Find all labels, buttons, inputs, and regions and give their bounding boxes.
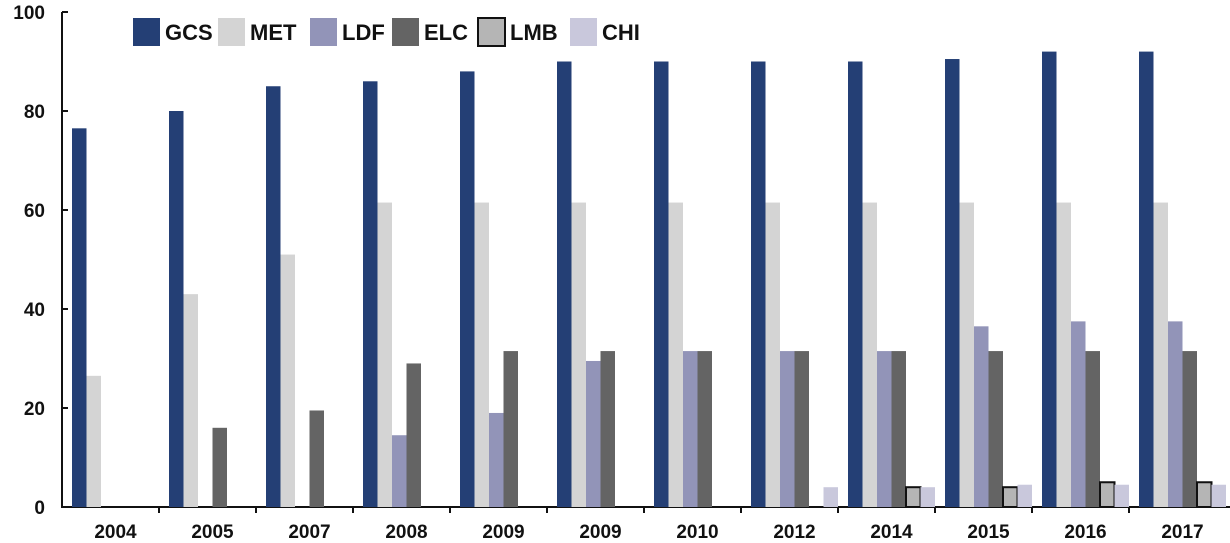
bar-met-2007 <box>280 254 295 507</box>
bar-chi-2014 <box>920 487 935 507</box>
bar-elc-2008 <box>406 363 421 507</box>
x-tick-label: 2009 <box>482 522 524 543</box>
bar-chi-2015 <box>1017 484 1032 507</box>
bar-met-2015 <box>959 202 974 507</box>
bar-elc-2009 <box>600 351 615 507</box>
y-tick-label: 0 <box>34 498 45 519</box>
bar-gcs-2010 <box>654 61 669 507</box>
plot-bars <box>72 51 1226 509</box>
bar-ldf-2008 <box>392 435 407 507</box>
bar-gcs-2008 <box>363 81 378 508</box>
y-tick-label: 60 <box>24 201 45 222</box>
bar-gcs-2016 <box>1042 51 1057 507</box>
x-tick-label: 2015 <box>967 522 1010 543</box>
x-tick-label: 2017 <box>1161 522 1203 543</box>
bar-lmb-2015 <box>1002 486 1019 509</box>
bar-elc-2012 <box>794 351 809 507</box>
bar-met-2012 <box>765 202 780 507</box>
bar-gcs-2014 <box>848 61 863 507</box>
legend-swatch-gcs <box>133 18 160 46</box>
bar-elc-2017 <box>1182 351 1197 507</box>
bar-gcs-2005 <box>169 111 184 507</box>
x-tick-label: 2016 <box>1064 522 1106 543</box>
y-tick-label: 40 <box>24 300 45 321</box>
legend-label-lmb: LMB <box>510 20 558 45</box>
legend-swatch-lmb <box>477 17 506 47</box>
bar-chi-2016 <box>1114 484 1129 507</box>
legend-swatch-ldf <box>310 18 337 46</box>
bar-elc-2009 <box>503 351 518 507</box>
x-tick-label: 2014 <box>870 522 913 543</box>
legend-swatch-met <box>218 18 245 46</box>
bar-elc-2007 <box>309 410 324 507</box>
x-tick-label: 2007 <box>288 522 330 543</box>
bar-ldf-2012 <box>780 351 795 507</box>
bar-ldf-2017 <box>1168 321 1183 507</box>
x-tick-label: 2010 <box>676 522 718 543</box>
legend-label-met: MET <box>250 20 297 45</box>
bar-gcs-2012 <box>751 61 766 507</box>
legend-label-elc: ELC <box>424 20 468 45</box>
bar-lmb-2017 <box>1196 481 1213 508</box>
bar-elc-2015 <box>988 351 1003 507</box>
bar-ldf-2015 <box>974 326 989 507</box>
bar-ldf-2009 <box>489 412 504 507</box>
legend-label-gcs: GCS <box>165 20 213 45</box>
bar-ldf-2009 <box>586 360 601 507</box>
bar-gcs-2009 <box>460 71 475 508</box>
legend-swatch-chi <box>570 18 597 46</box>
y-tick-label: 100 <box>13 3 45 24</box>
bar-chi-2012 <box>823 487 838 507</box>
bar-met-2004 <box>86 375 101 507</box>
bar-elc-2010 <box>697 351 712 507</box>
bar-ldf-2014 <box>877 351 892 507</box>
bar-lmb-2016 <box>1099 481 1116 508</box>
legend-swatch-elc <box>392 18 419 46</box>
y-tick-label: 20 <box>24 399 45 420</box>
bar-gcs-2009 <box>557 61 572 507</box>
bar-elc-2014 <box>891 351 906 507</box>
bar-gcs-2017 <box>1139 51 1154 507</box>
bar-met-2014 <box>862 202 877 507</box>
y-tick-label: 80 <box>24 102 45 123</box>
x-tick-label: 2008 <box>385 522 427 543</box>
bar-elc-2016 <box>1085 351 1100 507</box>
bar-ldf-2016 <box>1071 321 1086 507</box>
bar-gcs-2015 <box>945 59 960 508</box>
bar-elc-2005 <box>212 427 227 507</box>
x-axis: 2004 2005 2007 2008 2009 2009 2010 2012 2014 2015… <box>62 506 1230 543</box>
bar-met-2009 <box>571 202 586 507</box>
x-tick-label: 2009 <box>579 522 621 543</box>
legend: GCS MET LDF ELC LMB CHI <box>133 17 640 47</box>
bar-met-2010 <box>668 202 683 507</box>
bar-met-2009 <box>474 202 489 507</box>
legend-label-ldf: LDF <box>342 20 385 45</box>
bar-gcs-2007 <box>266 86 281 507</box>
x-tick-label: 2005 <box>191 522 234 543</box>
x-tick-label: 2012 <box>773 522 815 543</box>
bar-chi-2017 <box>1211 484 1226 507</box>
bar-met-2016 <box>1056 202 1071 507</box>
bar-gcs-2004 <box>72 128 87 507</box>
y-axis: 0 20 40 60 80 100 <box>13 3 68 519</box>
bar-lmb-2014 <box>905 486 922 509</box>
legend-label-chi: CHI <box>602 20 640 45</box>
bar-met-2017 <box>1153 202 1168 507</box>
bar-ldf-2010 <box>683 351 698 507</box>
bar-met-2008 <box>377 202 392 507</box>
bar-met-2005 <box>183 294 198 507</box>
x-tick-label: 2004 <box>94 522 137 543</box>
